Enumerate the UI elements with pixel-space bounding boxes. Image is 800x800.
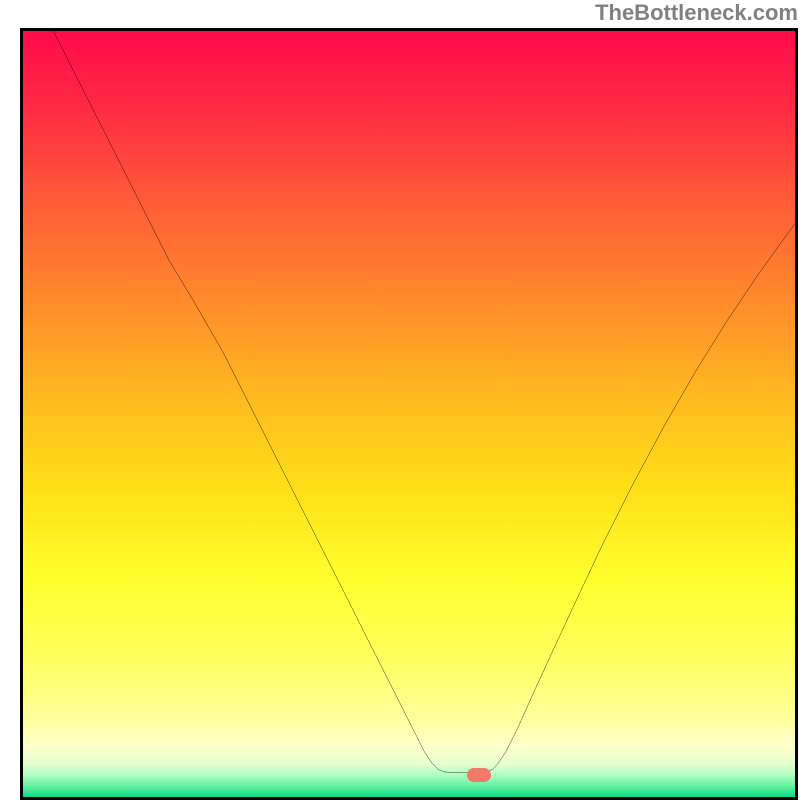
gradient-background: [22, 30, 796, 798]
plot-area: [22, 30, 796, 798]
attribution-text: TheBottleneck.com: [595, 0, 798, 26]
optimal-marker: [467, 768, 491, 782]
frame-left: [20, 28, 23, 800]
frame-top: [20, 28, 798, 31]
frame-right: [795, 28, 798, 800]
